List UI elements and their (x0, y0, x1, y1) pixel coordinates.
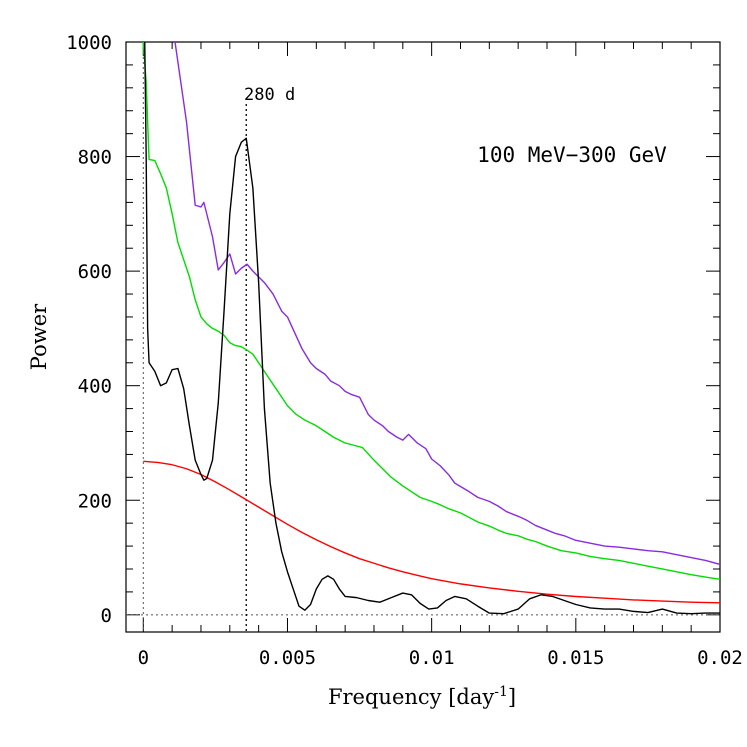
black-series-line (144, 42, 720, 615)
red-series-line (143, 460, 720, 604)
series-lines (142, 42, 720, 615)
reference-lines (126, 42, 720, 632)
purple-series-line (174, 42, 720, 566)
x-tick-label: 0 (138, 647, 149, 669)
y-tick-label: 200 (78, 490, 112, 512)
peak-period-label: 280 d (244, 85, 295, 105)
green-series-line (142, 42, 720, 580)
y-tick-label: 400 (78, 376, 112, 398)
y-tick-label: 600 (78, 261, 112, 283)
x-axis-title-main: Frequency [day (328, 685, 494, 709)
y-tick-label: 0 (101, 605, 112, 627)
y-axis-title: Power (27, 303, 51, 370)
x-axis-title-sup: -1 (494, 684, 508, 700)
x-axis-title: Frequency [day-1] (328, 684, 516, 709)
x-tick-label: 0.015 (547, 647, 604, 669)
y-tick-label: 800 (78, 147, 112, 169)
x-tick-label: 0.02 (697, 647, 743, 669)
axis-ticks (126, 41, 721, 632)
x-tick-label: 0.005 (259, 647, 316, 669)
x-axis-title-end: ] (508, 685, 516, 709)
x-tick-label: 0.01 (409, 647, 455, 669)
y-tick-label: 1000 (66, 32, 112, 54)
energy-band-label: 100 MeV−300 GeV (477, 143, 667, 167)
tick-labels: 0 200 400 600 800 1000 0 0.005 0.01 0.015 0.02 (66, 32, 743, 669)
plot-frame (125, 41, 721, 633)
